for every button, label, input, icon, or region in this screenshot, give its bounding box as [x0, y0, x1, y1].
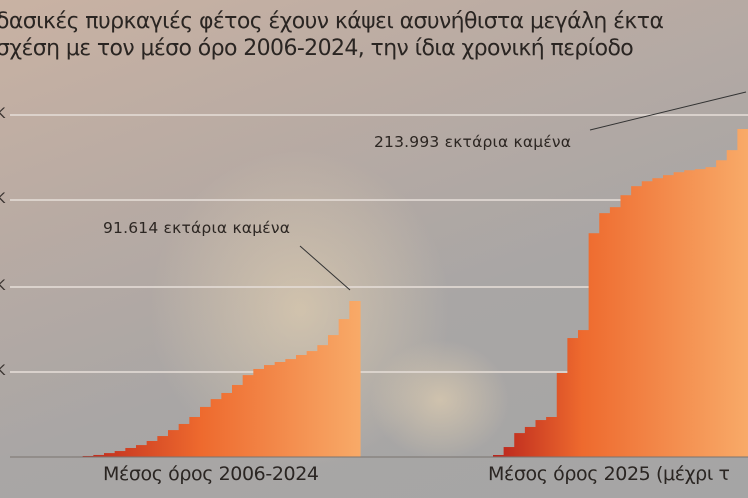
area-step — [546, 416, 558, 457]
area-step — [221, 392, 233, 457]
annotation-leader-right — [589, 91, 747, 131]
x-label-right: Μέσος όρος 2025 (μέχρι τ — [488, 463, 730, 485]
area-step — [104, 453, 116, 457]
area-step — [535, 420, 547, 457]
area-step — [567, 338, 579, 457]
area-step — [125, 447, 137, 457]
area-step — [652, 178, 664, 457]
y-tick-label: K — [0, 278, 6, 294]
area-step — [599, 213, 611, 457]
area-step — [726, 150, 738, 457]
area-step — [253, 368, 265, 457]
area-step — [93, 454, 105, 457]
y-tick-label: K — [0, 191, 6, 207]
annotation-left: 91.614 εκτάρια καμένα — [103, 219, 291, 237]
area-step — [285, 359, 297, 457]
area-step — [146, 440, 158, 457]
area-step — [200, 406, 212, 457]
area-step — [641, 181, 653, 457]
area-step — [705, 167, 717, 457]
area-step — [609, 207, 622, 457]
y-tick-label: K — [0, 106, 6, 122]
chart-title: δασικές πυρκαγιές φέτος έχουν κάψει ασυν… — [0, 8, 664, 62]
area-step — [296, 355, 308, 457]
x-label-left: Μέσος όρος 2006-2024 — [103, 463, 319, 485]
area-step — [503, 447, 515, 457]
area-step — [274, 361, 286, 457]
area-step — [210, 399, 222, 457]
annotation-right: 213.993 εκτάρια καμένα — [374, 133, 572, 151]
step-area-avg-2006-2024 — [72, 301, 361, 457]
area-step — [232, 384, 244, 457]
area-step — [168, 430, 180, 457]
area-step — [673, 172, 685, 457]
area-step — [737, 129, 748, 457]
area-step — [157, 436, 169, 457]
area-step — [620, 195, 632, 457]
area-step — [588, 233, 600, 457]
area-step — [631, 186, 643, 457]
title-line-1: δασικές πυρκαγιές φέτος έχουν κάψει ασυν… — [0, 9, 664, 34]
step-area-2025 — [493, 129, 748, 458]
area-step — [114, 451, 126, 457]
title-line-2: σχέση με τον μέσο όρο 2006-2024, την ίδι… — [0, 36, 634, 61]
area-step — [716, 160, 728, 458]
area-step — [556, 373, 568, 457]
y-tick-label: K — [0, 363, 6, 379]
area-step — [136, 445, 148, 457]
area-step — [349, 301, 361, 457]
area-step — [663, 175, 675, 457]
area-step — [82, 455, 94, 457]
area-step — [514, 433, 526, 457]
area-step — [524, 426, 537, 457]
area-step — [493, 455, 505, 457]
area-step — [242, 375, 254, 457]
area-step — [189, 416, 201, 457]
area-step — [684, 170, 696, 457]
area-step — [317, 345, 329, 457]
area-step — [338, 319, 350, 457]
area-step — [578, 330, 590, 457]
area-step — [264, 365, 276, 457]
area-step — [178, 423, 190, 457]
annotation-leader-left — [299, 245, 351, 291]
area-step — [328, 335, 340, 457]
background-tree-photo — [370, 340, 510, 460]
area-step — [694, 169, 707, 458]
area-step — [306, 351, 318, 457]
